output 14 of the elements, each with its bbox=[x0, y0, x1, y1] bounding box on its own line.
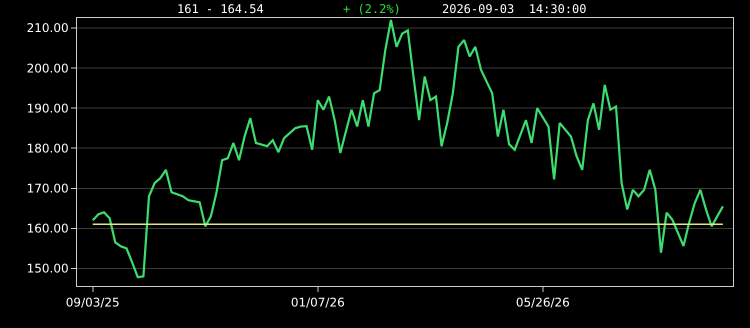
x-tick-label: 05/26/26 bbox=[516, 295, 570, 310]
y-tick-label: 210.00 bbox=[26, 21, 69, 36]
text: 2026-09-03 14:30:00 bbox=[442, 2, 586, 16]
y-tick-label: 150.00 bbox=[26, 262, 69, 276]
text: 161 - 164.54 bbox=[177, 2, 264, 16]
y-tick-label: 200.00 bbox=[26, 61, 69, 76]
y-tick-label: 180.00 bbox=[26, 141, 69, 156]
y-tick-label: 160.00 bbox=[26, 222, 69, 236]
line-series bbox=[92, 18, 724, 278]
text: + (2.2%) bbox=[343, 2, 401, 16]
y-tick-label: 190.00 bbox=[26, 101, 69, 116]
x-tick-label: 09/03/25 bbox=[66, 295, 120, 310]
y-tick-label: 170.00 bbox=[26, 181, 69, 196]
x-tick-label: 01/07/26 bbox=[290, 295, 345, 310]
